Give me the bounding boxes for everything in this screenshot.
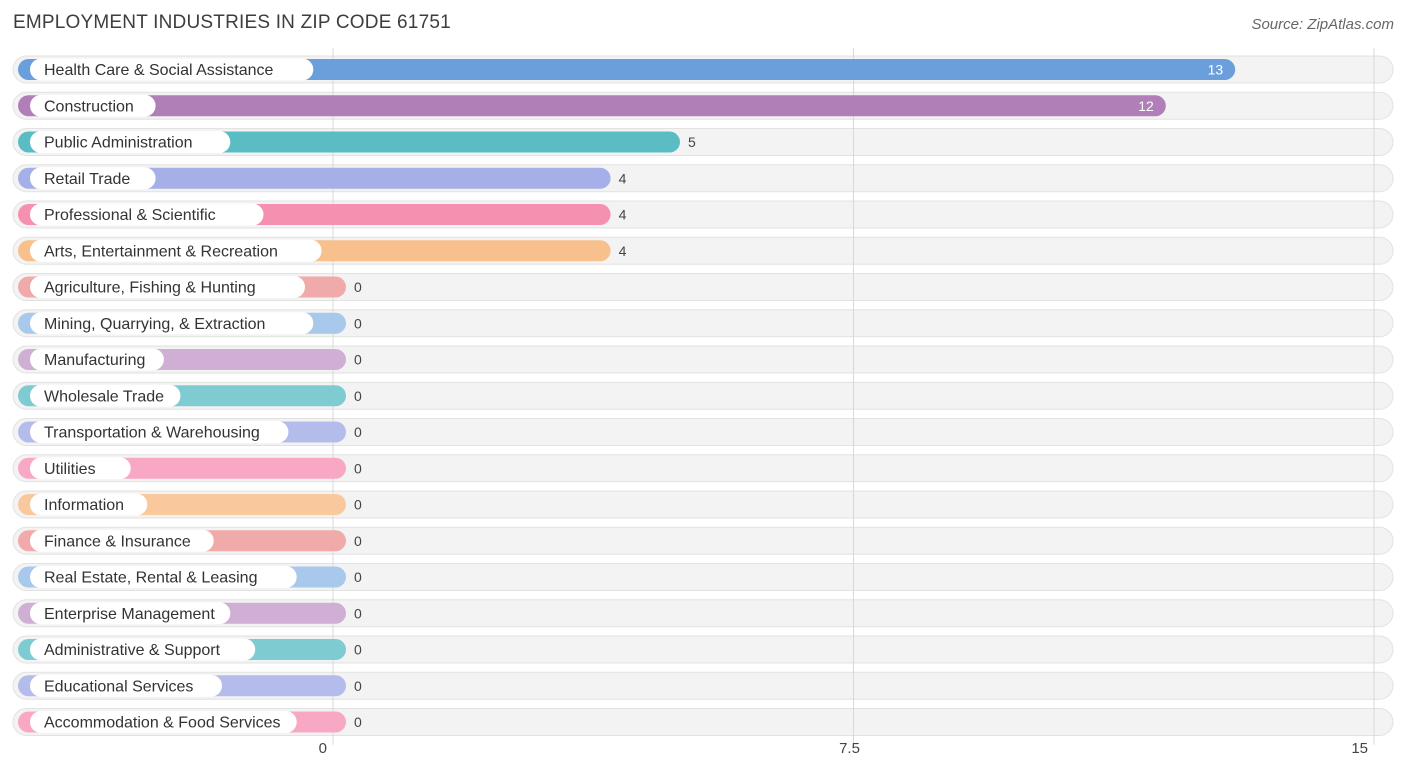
- category-label-pill: [30, 276, 305, 298]
- category-label: Agriculture, Fishing & Hunting: [44, 280, 256, 297]
- row-background: [12, 635, 1394, 664]
- category-label: Educational Services: [44, 678, 193, 695]
- value-label: 4: [619, 170, 627, 186]
- category-label-pill: [30, 457, 131, 480]
- category-label: Public Administration: [44, 135, 193, 152]
- value-label: 13: [1208, 62, 1224, 78]
- value-label: 4: [619, 207, 627, 223]
- category-label-pill: [30, 566, 297, 588]
- value-label: 4: [619, 243, 627, 259]
- value-label: 0: [354, 352, 362, 368]
- category-label-pill: [30, 493, 148, 516]
- value-label: 0: [354, 605, 362, 621]
- x-tick-label: 7.5: [839, 740, 860, 757]
- category-label: Administrative & Support: [44, 642, 221, 659]
- category-label-pill: [30, 58, 314, 81]
- value-label: 0: [354, 388, 362, 404]
- chart-title: EMPLOYMENT INDUSTRIES IN ZIP CODE 61751: [13, 12, 451, 33]
- row-background: [12, 490, 1394, 519]
- row-background: [12, 273, 1394, 301]
- category-label: Construction: [44, 98, 134, 115]
- row-background: [12, 454, 1394, 483]
- category-label: Enterprise Management: [44, 606, 215, 623]
- category-label: Manufacturing: [44, 352, 145, 369]
- value-label: 0: [354, 460, 362, 476]
- category-label: Accommodation & Food Services: [44, 715, 281, 732]
- category-label: Finance & Insurance: [44, 533, 191, 550]
- row-background: [12, 671, 1394, 700]
- category-label-pill: [30, 167, 156, 190]
- category-label: Retail Trade: [44, 171, 130, 188]
- value-label: 0: [354, 497, 362, 513]
- value-label: 0: [354, 424, 362, 440]
- row-background: [12, 708, 1394, 736]
- row-background: [12, 345, 1394, 374]
- value-label: 0: [354, 714, 362, 730]
- category-label-pill: [30, 638, 256, 661]
- bar[interactable]: [18, 95, 1166, 117]
- category-label: Utilities: [44, 461, 96, 478]
- category-label: Health Care & Social Assistance: [44, 62, 274, 79]
- category-label: Arts, Entertainment & Recreation: [44, 243, 278, 260]
- category-label: Transportation & Warehousing: [44, 425, 260, 442]
- value-label: 0: [354, 678, 362, 694]
- row-background: [12, 418, 1394, 446]
- row-background: [12, 599, 1394, 628]
- category-label-pill: [30, 674, 222, 697]
- category-label-pill: [30, 348, 164, 371]
- source-label: Source: ZipAtlas.com: [1251, 16, 1394, 33]
- category-label: Wholesale Trade: [44, 388, 164, 405]
- category-label: Mining, Quarrying, & Extraction: [44, 316, 265, 333]
- bar[interactable]: [18, 167, 611, 189]
- value-label: 12: [1138, 98, 1154, 114]
- row-background: [12, 563, 1394, 591]
- value-label: 5: [688, 134, 696, 150]
- category-label-pill: [30, 529, 214, 552]
- bar[interactable]: [18, 59, 1236, 80]
- category-label-pill: [30, 131, 231, 153]
- value-label: 0: [354, 569, 362, 585]
- row-background: [12, 526, 1394, 555]
- x-tick-label: 0: [319, 740, 327, 757]
- row-background: [12, 381, 1394, 410]
- value-label: 0: [354, 279, 362, 295]
- row-background: [12, 309, 1394, 338]
- category-label: Professional & Scientific: [44, 207, 216, 224]
- category-label-pill: [30, 421, 289, 443]
- value-label: 0: [354, 642, 362, 658]
- category-label-pill: [30, 384, 181, 407]
- category-label-pill: [30, 94, 156, 117]
- category-label-pill: [30, 711, 297, 733]
- category-label-pill: [30, 239, 322, 262]
- x-tick-label: 15: [1351, 740, 1368, 757]
- category-label-pill: [30, 602, 231, 625]
- category-label: Information: [44, 497, 124, 514]
- category-label: Real Estate, Rental & Leasing: [44, 570, 257, 587]
- category-label-pill: [30, 203, 264, 226]
- value-label: 0: [354, 533, 362, 549]
- category-label-pill: [30, 312, 314, 335]
- value-label: 0: [354, 315, 362, 331]
